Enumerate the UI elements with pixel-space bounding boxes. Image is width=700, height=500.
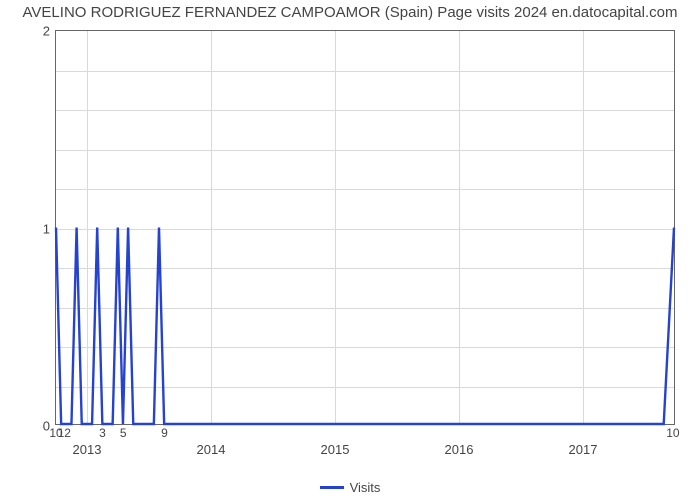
y-axis-tick-label: 2	[43, 24, 50, 39]
x-axis-data-label: 12	[58, 426, 71, 440]
chart-legend: Visits	[0, 480, 700, 495]
series-line	[56, 31, 674, 424]
legend-label: Visits	[350, 480, 381, 495]
x-axis-tick-label: 2017	[569, 442, 598, 457]
x-axis-tick-label: 2014	[197, 442, 226, 457]
x-axis-tick-label: 2016	[445, 442, 474, 457]
chart-plot-area: 01220132014201520162017101235910	[55, 30, 675, 425]
x-axis-data-label: 10	[666, 426, 679, 440]
x-axis-tick-label: 2015	[321, 442, 350, 457]
x-axis-tick-label: 2013	[73, 442, 102, 457]
x-axis-data-label: 5	[120, 426, 127, 440]
x-axis-data-label: 3	[99, 426, 106, 440]
y-axis-tick-label: 1	[43, 221, 50, 236]
x-axis-data-label: 9	[161, 426, 168, 440]
legend-swatch	[320, 486, 344, 489]
chart-title: AVELINO RODRIGUEZ FERNANDEZ CAMPOAMOR (S…	[0, 4, 700, 21]
